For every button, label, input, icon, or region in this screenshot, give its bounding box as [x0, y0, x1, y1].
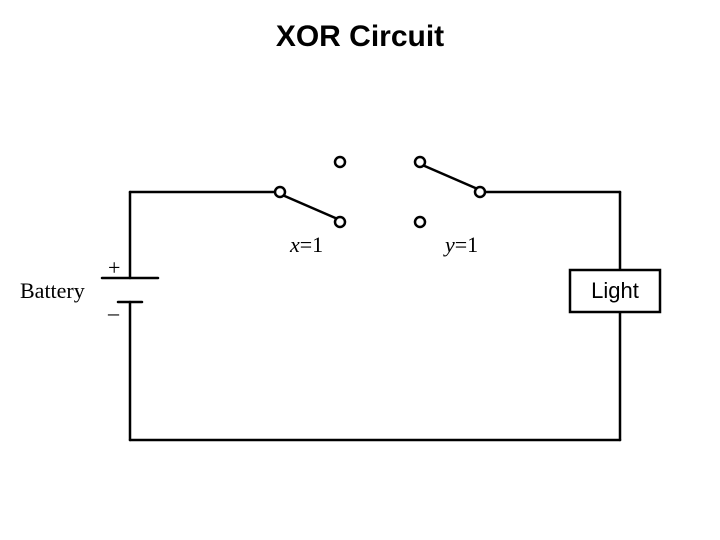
switch-x-contact-up [335, 157, 345, 167]
circuit-svg: Light [0, 0, 720, 540]
switch-y-contact-up [415, 157, 425, 167]
switch-x-pivot [275, 187, 285, 197]
switch-y-arm [424, 166, 477, 189]
switch-x-arm [284, 196, 337, 219]
switch-x-contact-down [335, 217, 345, 227]
switch-y-contact-down [415, 217, 425, 227]
light-label: Light [591, 278, 639, 303]
switch-y-pivot [475, 187, 485, 197]
